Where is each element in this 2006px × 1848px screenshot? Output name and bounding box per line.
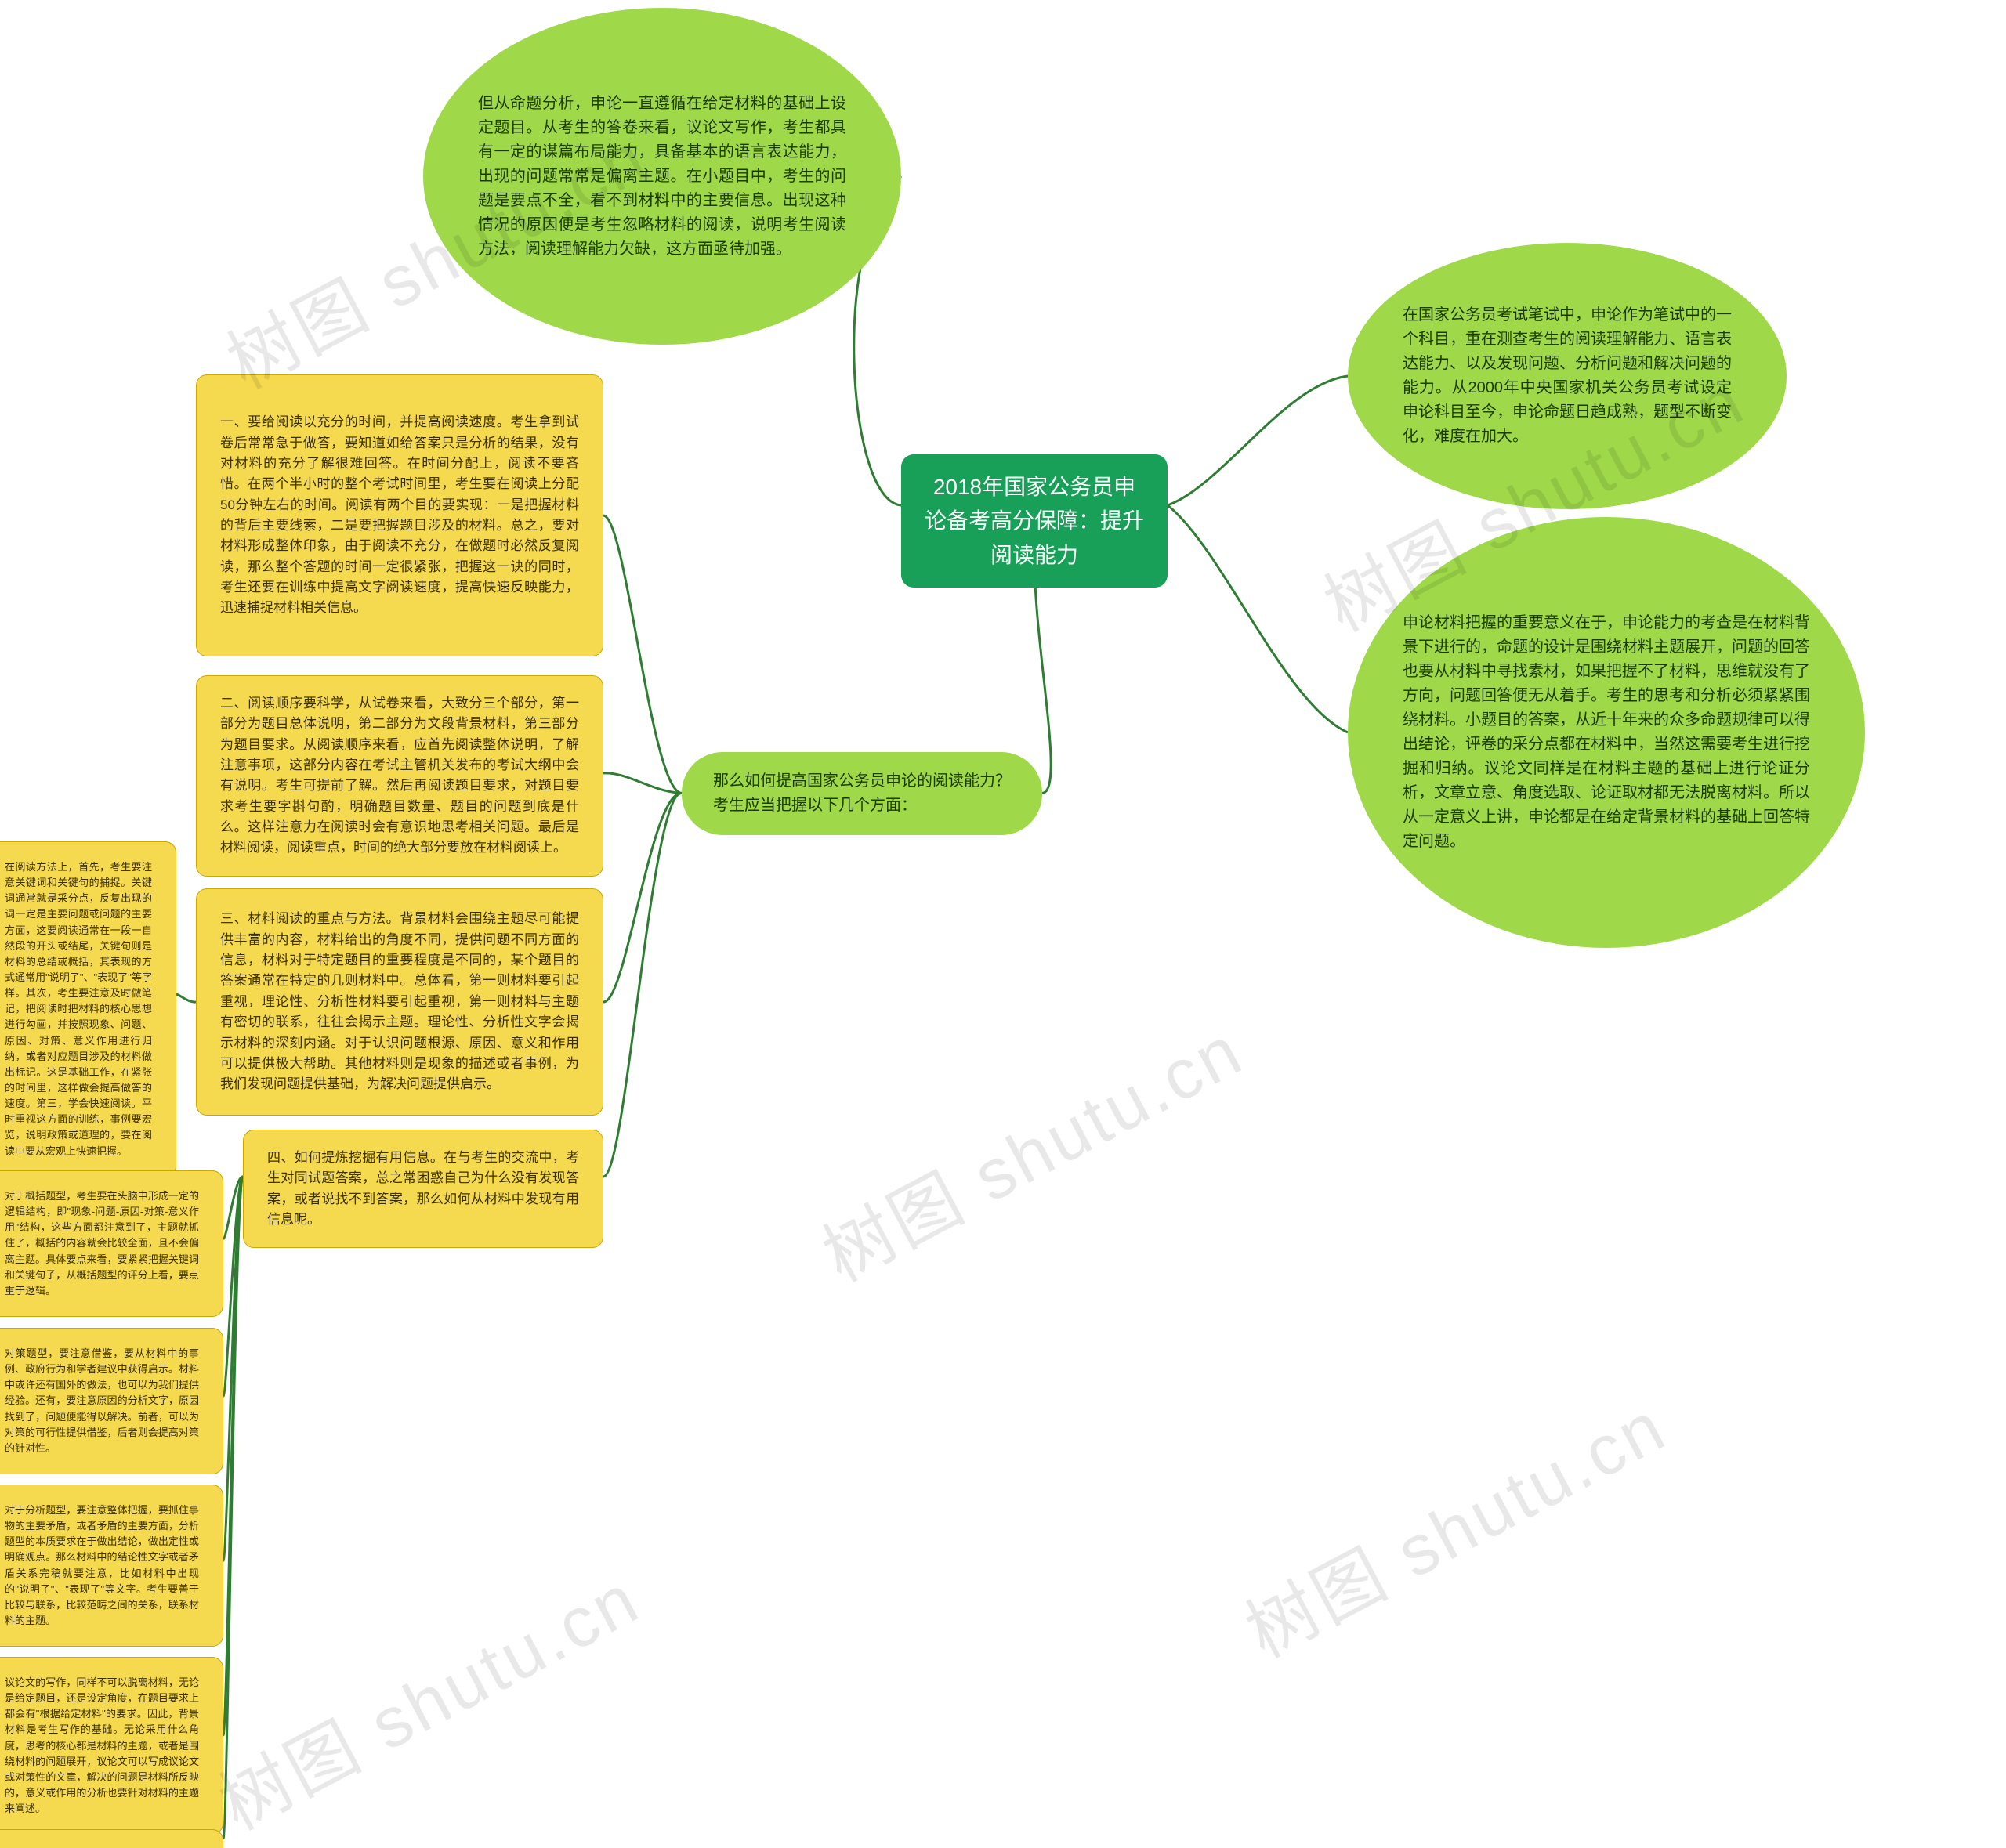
yellow-node-4d[interactable]: 议论文的写作，同样不可以脱离材料，无论是给定题目，还是设定角度，在题目要求上都会… bbox=[0, 1657, 223, 1835]
yellow-node-4[interactable]: 四、如何提炼挖掘有用信息。在与考生的交流中，考生对同试题答案，总之常困惑自己为什… bbox=[243, 1130, 603, 1248]
center-node[interactable]: 2018年国家公务员申论备考高分保障：提升阅读能力 bbox=[901, 454, 1168, 588]
mindmap-canvas: 2018年国家公务员申论备考高分保障：提升阅读能力 但从命题分析，申论一直遵循在… bbox=[0, 0, 2006, 1848]
sub-hub-node[interactable]: 那么如何提高国家公务员申论的阅读能力？考生应当把握以下几个方面： bbox=[682, 752, 1042, 835]
yellow-node-3-side[interactable]: 在阅读方法上，首先，考生要注意关键词和关键句的捕捉。关键词通常就是采分点，反复出… bbox=[0, 841, 176, 1177]
yellow-node-2[interactable]: 二、阅读顺序要科学，从试卷来看，大致分三个部分，第一部分为题目总体说明，第二部分… bbox=[196, 675, 603, 877]
right-top-ellipse-node[interactable]: 在国家公务员考试笔试中，申论作为笔试中的一个科目，重在测查考生的阅读理解能力、语… bbox=[1348, 243, 1787, 509]
yellow-node-1[interactable]: 一、要给阅读以充分的时间，并提高阅读速度。考生拿到试卷后常常急于做答，要知道如给… bbox=[196, 374, 603, 656]
top-ellipse-node[interactable]: 但从命题分析，申论一直遵循在给定材料的基础上设定题目。从考生的答卷来看，议论文写… bbox=[423, 8, 901, 345]
yellow-node-3[interactable]: 三、材料阅读的重点与方法。背景材料会围绕主题尽可能提供丰富的内容，材料给出的角度… bbox=[196, 888, 603, 1116]
yellow-node-4c[interactable]: 对于分析题型，要注意整体把握，要抓住事物的主要矛盾，或者矛盾的主要方面，分析题型… bbox=[0, 1485, 223, 1647]
right-bottom-ellipse-node[interactable]: 申论材料把握的重要意义在于，申论能力的考查是在材料背景下进行的，命题的设计是围绕… bbox=[1348, 517, 1865, 948]
yellow-node-4e[interactable]: 由此，我们可以看出阅读对于申论写作的重要意义。没有对材料深入的把握，就谈不上问题… bbox=[0, 1829, 223, 1848]
yellow-node-4a[interactable]: 对于概括题型，考生要在头脑中形成一定的逻辑结构，即"现象-问题-原因-对策-意义… bbox=[0, 1170, 223, 1317]
yellow-node-4b[interactable]: 对策题型，要注意借鉴，要从材料中的事例、政府行为和学者建议中获得启示。材料中或许… bbox=[0, 1328, 223, 1474]
